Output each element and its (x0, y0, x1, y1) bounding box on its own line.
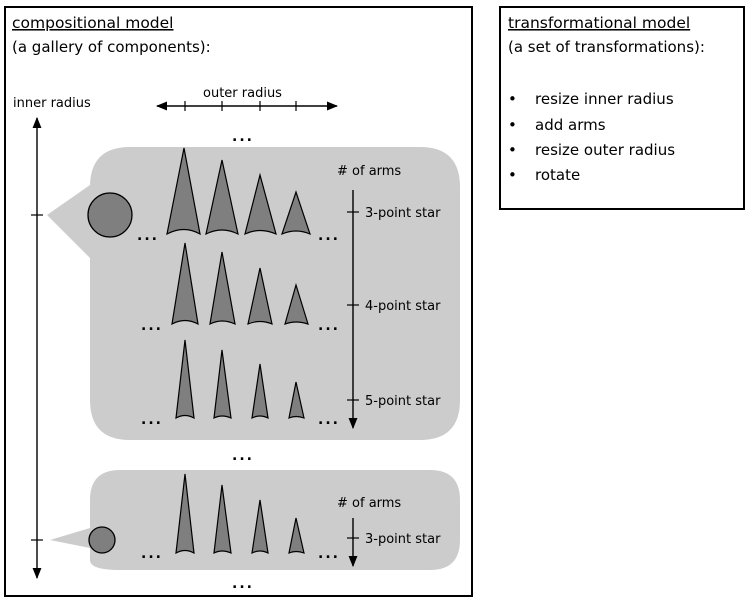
ellipsis-left: ... (141, 546, 163, 562)
ellipsis-right: ... (318, 412, 340, 428)
outer-radius-ticks (184, 101, 297, 111)
star-row-3-point: ... ... 3-point star (137, 147, 441, 244)
ellipsis-left: ... (141, 318, 163, 334)
star-arm (213, 484, 232, 555)
star-row-label: 3-point star (365, 206, 441, 221)
star-row-label: 3-point star (365, 532, 441, 547)
star-arm (175, 473, 195, 555)
arms-label-small: # of arms (337, 496, 401, 511)
ellipsis-middle: ... (232, 448, 254, 464)
transformational-model-panel (499, 6, 745, 210)
star-arm (251, 499, 269, 555)
ellipsis-left: ... (141, 412, 163, 428)
star-arm (175, 339, 195, 420)
star-arm (288, 381, 305, 419)
bullet-icon: • (508, 141, 517, 159)
bullet-icon: • (508, 116, 517, 134)
star-arm (247, 267, 273, 325)
compositional-model-title: compositional model (12, 14, 174, 32)
gallery-bubble-large (47, 147, 460, 440)
transformational-model-subtitle: (a set of transformations): (508, 38, 705, 56)
star-arm (171, 242, 199, 326)
transformation-item: rotate (535, 166, 580, 184)
star-arm (244, 172, 277, 236)
outer-radius-label: outer radius (203, 86, 282, 101)
star-arm (251, 363, 269, 420)
ellipsis-top: ... (232, 129, 254, 145)
transformation-list: • resize inner radius • add arms • resiz… (508, 90, 675, 184)
ellipsis-left: ... (137, 228, 159, 244)
transformation-item: resize inner radius (535, 90, 674, 108)
star-arm (288, 517, 305, 555)
bullet-icon: • (508, 166, 517, 184)
gallery-bubble-small (50, 470, 460, 570)
star-row-4-point: ... ... 4-point star (141, 242, 441, 334)
star-arm (205, 159, 239, 236)
inner-radius-label: inner radius (13, 96, 91, 111)
star-arm (281, 190, 311, 236)
transformation-item: add arms (535, 116, 606, 134)
star-row-label: 5-point star (365, 394, 441, 409)
inner-circle-large (87, 192, 133, 238)
star-arm (213, 349, 232, 420)
ellipsis-bottom: ... (232, 576, 254, 592)
star-row-label: 4-point star (365, 299, 441, 314)
inner-circle-small (88, 526, 116, 554)
transformational-model-title: transformational model (508, 14, 690, 32)
bullet-icon: • (508, 90, 517, 108)
ellipsis-right: ... (318, 318, 340, 334)
ellipsis-right: ... (318, 546, 340, 562)
star-arm (209, 251, 236, 326)
compositional-model-subtitle: (a gallery of components): (12, 38, 211, 56)
arms-label: # of arms (337, 164, 401, 179)
star-arm (166, 147, 201, 236)
star-row-5-point: ... ... 5-point star (141, 339, 441, 428)
star-row-3-point-small: ... ... 3-point star (141, 473, 441, 562)
transformation-item: resize outer radius (535, 141, 675, 159)
star-arm (284, 282, 309, 325)
ellipsis-right: ... (318, 228, 340, 244)
